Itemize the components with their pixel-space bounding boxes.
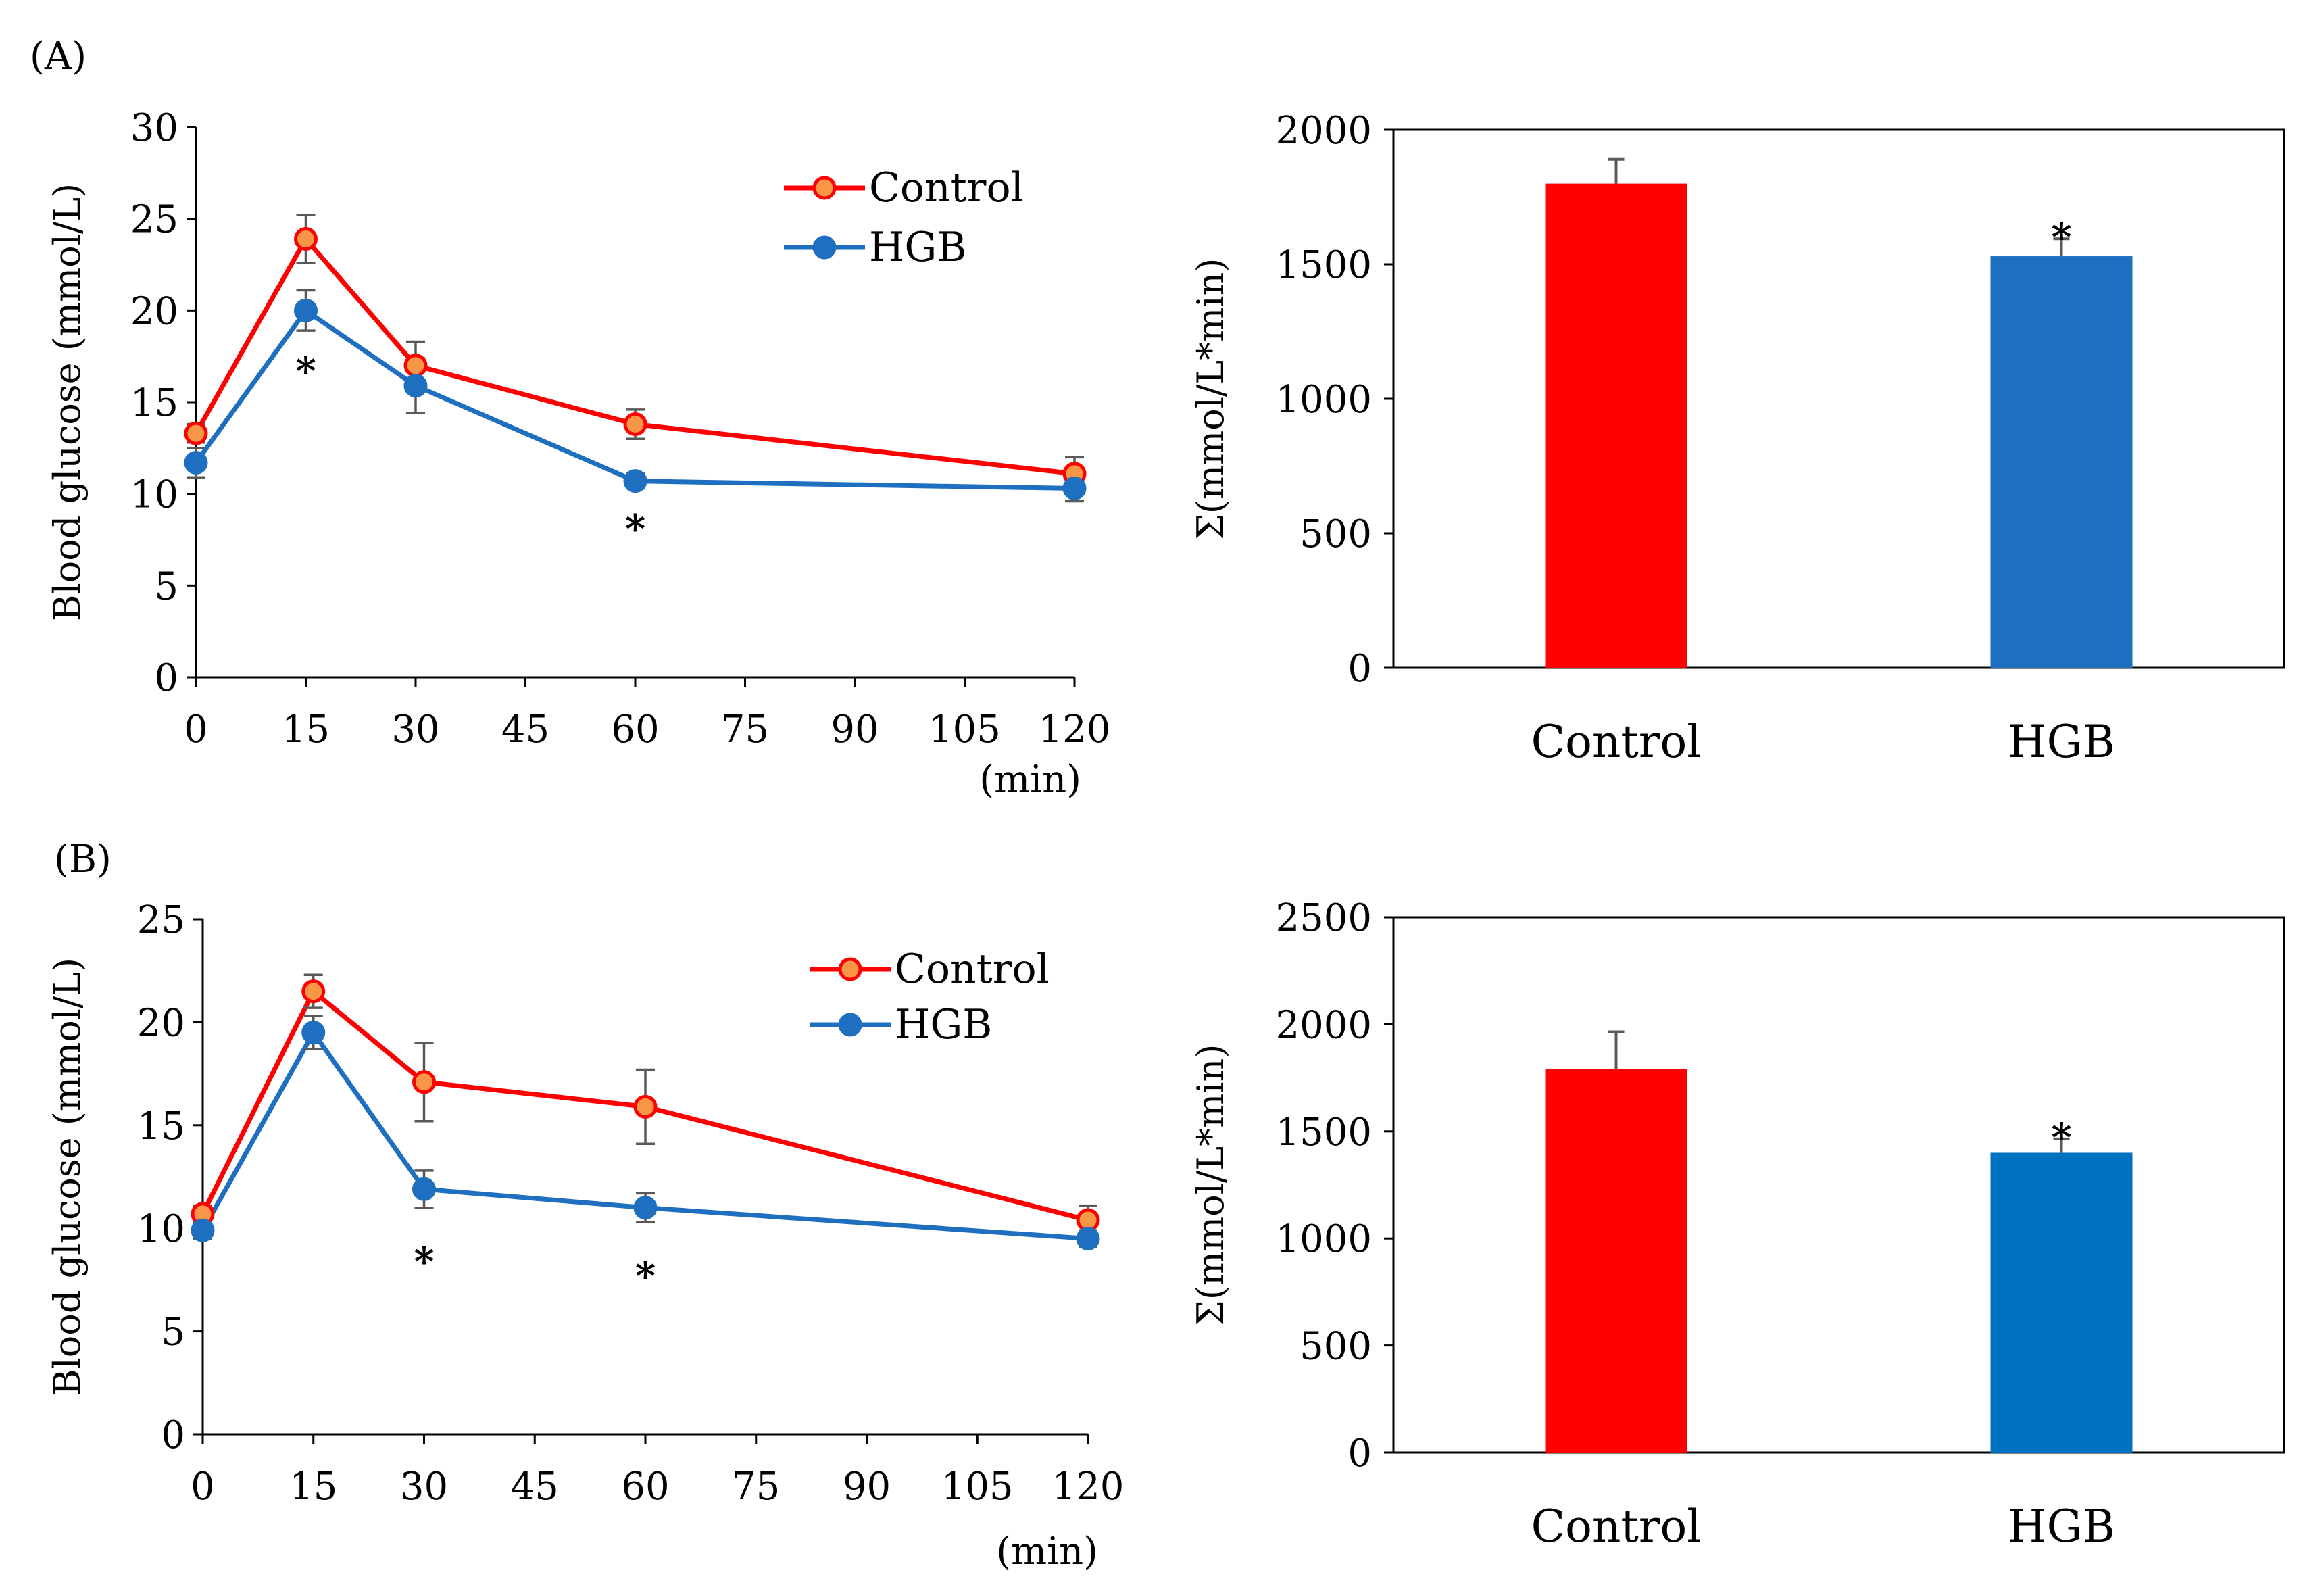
- y-axis-label: Σ(mmol/L*min): [1189, 1044, 1232, 1326]
- data-point-hgb: [623, 469, 647, 493]
- data-point-control: [633, 1094, 658, 1119]
- x-category-label: Control: [1531, 716, 1702, 768]
- significance-star: *: [295, 348, 316, 394]
- x-tick-label: 0: [191, 1465, 215, 1509]
- data-point-hgb: [184, 451, 208, 475]
- y-tick-label: 15: [130, 381, 178, 425]
- x-axis-label: (min): [996, 1530, 1098, 1574]
- legend-marker-hgb: [812, 235, 837, 260]
- y-tick-label: 1000: [1275, 378, 1372, 422]
- x-tick-label: 15: [282, 708, 330, 752]
- data-point-hgb: [1062, 477, 1087, 501]
- x-tick-label: 75: [721, 708, 769, 752]
- bar-control: [1545, 1069, 1687, 1453]
- x-tick-label: 45: [511, 1465, 559, 1509]
- x-tick-label: 30: [391, 708, 439, 752]
- legend-marker-control: [812, 176, 837, 200]
- data-point-hgb: [1076, 1226, 1100, 1250]
- chart-b-bar: 0 500 1000 1500 2000 2500 Σ(mmol/L*min) Control…: [1189, 896, 2285, 1553]
- y-tick-label: 2000: [1275, 1003, 1372, 1047]
- data-point-control: [294, 227, 318, 251]
- bar-hgb: [1990, 256, 2133, 668]
- series-line-hgb: [194, 308, 1075, 491]
- x-category-label: HGB: [2008, 1501, 2115, 1553]
- chart-a-line: 0 5 10 15 20 25 30 0 15 30 45 60 75 90 105 120 (min) Bloo…: [46, 106, 1110, 802]
- y-tick-label: 1000: [1275, 1217, 1372, 1261]
- significance-star: *: [625, 506, 645, 552]
- legend-label-control: Control: [869, 164, 1024, 212]
- x-tick-label: 75: [732, 1465, 780, 1509]
- y-tick-label: 0: [1348, 1432, 1372, 1476]
- plot-frame: [1392, 916, 2285, 1454]
- legend-label-hgb: HGB: [895, 1001, 992, 1048]
- x-category-label: Control: [1531, 1501, 1702, 1553]
- data-point-hgb: [294, 298, 318, 322]
- significance-star: *: [635, 1253, 656, 1299]
- y-tick-label: 25: [130, 198, 178, 242]
- legend-label-control: Control: [895, 946, 1049, 993]
- plot-frame: [1392, 128, 2285, 669]
- legend-marker-hgb: [838, 1013, 862, 1037]
- x-axis-label: (min): [979, 758, 1081, 802]
- x-tick-label: 120: [1039, 708, 1111, 752]
- x-tick-label: 30: [400, 1465, 448, 1509]
- y-tick-label: 1500: [1275, 1111, 1372, 1154]
- y-tick-label: 10: [137, 1207, 185, 1251]
- y-tick-label: 500: [1300, 1325, 1372, 1369]
- x-tick-label: 90: [831, 708, 879, 752]
- y-tick-label: 10: [130, 473, 178, 517]
- data-point-hgb: [301, 1021, 326, 1045]
- x-tick-label: 105: [929, 708, 1001, 752]
- legend-marker-control: [838, 957, 862, 981]
- y-tick-label: 0: [1348, 647, 1372, 691]
- x-tick-label: 60: [611, 708, 659, 752]
- data-point-control: [301, 979, 326, 1004]
- panel-label-b: (B): [54, 837, 112, 881]
- x-tick-label: 0: [184, 708, 208, 752]
- data-point-hgb: [412, 1177, 436, 1201]
- y-axis-label: Σ(mmol/L*min): [1189, 258, 1232, 540]
- y-tick-label: 15: [137, 1104, 185, 1148]
- y-tick-label: 20: [137, 1001, 185, 1045]
- data-point-hgb: [403, 374, 428, 398]
- x-category-label: HGB: [2008, 716, 2115, 768]
- x-tick-label: 90: [843, 1465, 891, 1509]
- significance-star: *: [414, 1239, 434, 1285]
- data-point-control: [412, 1070, 436, 1094]
- chart-a-bar: 0 500 1000 1500 2000 Σ(mmol/L*min) Control HGB *: [1189, 109, 2285, 768]
- x-tick-label: 60: [621, 1465, 669, 1509]
- y-tick-label: 1500: [1275, 243, 1372, 287]
- data-point-control: [623, 412, 647, 437]
- y-tick-label: 5: [161, 1311, 185, 1355]
- y-tick-label: 2500: [1275, 896, 1372, 940]
- y-tick-label: 5: [154, 564, 178, 608]
- panel-label-a: (A): [30, 34, 86, 78]
- y-tick-label: 0: [161, 1413, 185, 1457]
- y-axis-label: Blood glucose (mmol/L): [46, 958, 89, 1396]
- x-tick-label: 120: [1052, 1465, 1124, 1509]
- significance-star: *: [2051, 214, 2071, 260]
- bar-control: [1545, 183, 1687, 668]
- y-tick-label: 500: [1300, 512, 1372, 556]
- y-tick-label: 30: [130, 106, 178, 150]
- significance-star: *: [2051, 1115, 2071, 1161]
- y-tick-label: 2000: [1275, 109, 1372, 153]
- x-tick-label: 15: [289, 1465, 337, 1509]
- chart-b-line: 0 5 10 15 20 25 0 15 30 45 60 75 90 105 120 (min) Blood …: [46, 898, 1124, 1574]
- legend-label-hgb: HGB: [869, 224, 966, 271]
- y-tick-label: 20: [130, 289, 178, 333]
- bar-hgb: [1990, 1152, 2133, 1453]
- data-point-control: [403, 354, 428, 378]
- data-point-control: [184, 421, 208, 445]
- y-tick-label: 0: [154, 656, 178, 700]
- y-tick-label: 25: [137, 898, 185, 942]
- data-point-hgb: [191, 1218, 215, 1242]
- x-tick-label: 45: [501, 708, 549, 752]
- x-tick-label: 105: [941, 1465, 1014, 1509]
- y-axis-label: Blood glucose (mmol/L): [46, 183, 89, 621]
- data-point-hgb: [633, 1196, 658, 1220]
